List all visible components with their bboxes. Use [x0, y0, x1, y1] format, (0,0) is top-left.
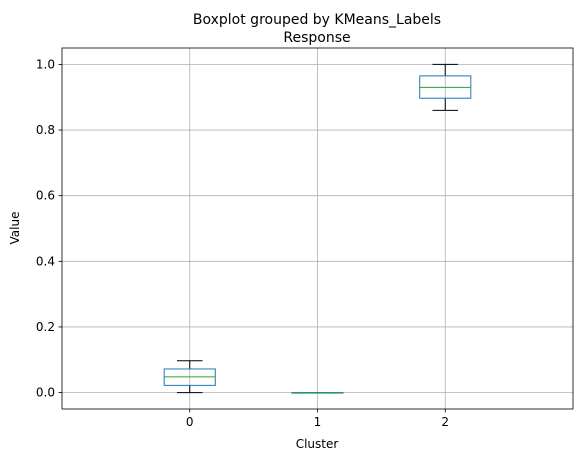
- y-axis-label: Value: [8, 212, 22, 245]
- tick-layer: 0 1 2 0.0 0.2 0.4 0.6 0.8 1.0: [36, 57, 449, 429]
- box-group-0: [163, 360, 216, 394]
- y-tick-label-0.6: 0.6: [36, 189, 55, 203]
- x-tick-label-2: 2: [441, 415, 449, 429]
- chart-title: Response: [283, 30, 350, 46]
- box-group-2: [419, 63, 472, 111]
- y-tick-label-0.8: 0.8: [36, 123, 55, 137]
- box-layer: [163, 63, 472, 394]
- y-tick-label-0.0: 0.0: [36, 386, 55, 400]
- y-tick-label-1.0: 1.0: [36, 57, 55, 71]
- y-tick-label-0.4: 0.4: [36, 254, 55, 268]
- x-tick-label-0: 0: [186, 415, 194, 429]
- y-tick-label-0.2: 0.2: [36, 320, 55, 334]
- x-axis-label: Cluster: [296, 437, 339, 451]
- suptitle: Boxplot grouped by KMeans_Labels: [193, 12, 441, 28]
- x-tick-label-1: 1: [314, 415, 322, 429]
- box-group-1: [291, 392, 344, 394]
